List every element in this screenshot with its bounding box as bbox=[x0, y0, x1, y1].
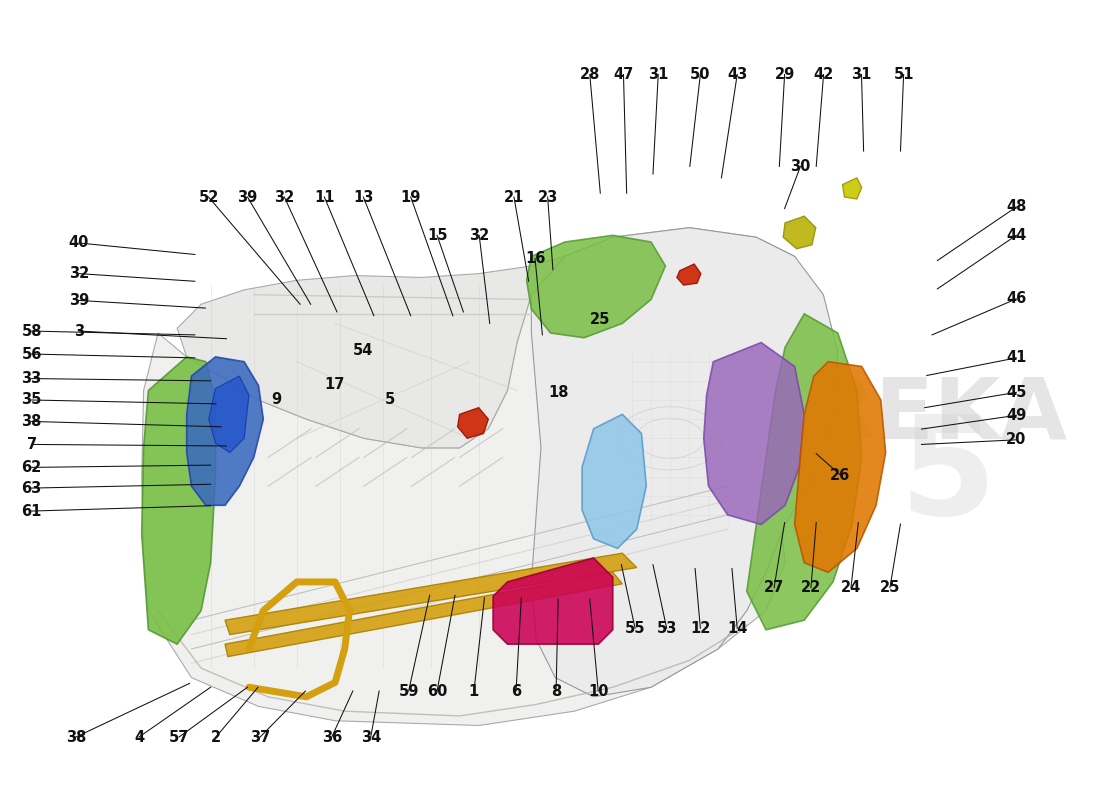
Text: 48: 48 bbox=[1006, 199, 1026, 214]
Text: 57: 57 bbox=[169, 730, 189, 745]
Text: 32: 32 bbox=[274, 190, 295, 205]
Text: 58: 58 bbox=[21, 323, 42, 338]
Text: EUREKA: EUREKA bbox=[681, 374, 1068, 457]
Polygon shape bbox=[582, 414, 647, 549]
Text: 10: 10 bbox=[588, 683, 608, 698]
Text: 2: 2 bbox=[211, 730, 221, 745]
Text: 53: 53 bbox=[657, 621, 676, 636]
Text: 30: 30 bbox=[790, 159, 811, 174]
Text: 28: 28 bbox=[580, 67, 600, 82]
Polygon shape bbox=[458, 408, 488, 438]
Text: 50: 50 bbox=[690, 67, 711, 82]
Text: 54: 54 bbox=[353, 342, 374, 358]
Text: 17: 17 bbox=[324, 377, 345, 392]
Text: 27: 27 bbox=[764, 580, 784, 595]
Text: 7: 7 bbox=[26, 437, 36, 452]
Text: 12: 12 bbox=[690, 621, 711, 636]
Text: 21: 21 bbox=[504, 190, 524, 205]
Polygon shape bbox=[142, 357, 216, 644]
Text: 36: 36 bbox=[321, 730, 342, 745]
Text: 35: 35 bbox=[21, 393, 42, 407]
Polygon shape bbox=[843, 178, 861, 199]
Text: 32: 32 bbox=[69, 266, 89, 281]
Text: 22: 22 bbox=[801, 580, 821, 595]
Text: 44: 44 bbox=[1006, 228, 1026, 243]
Text: 3: 3 bbox=[74, 323, 84, 338]
Text: 31: 31 bbox=[851, 67, 871, 82]
Text: 23: 23 bbox=[538, 190, 558, 205]
Polygon shape bbox=[704, 342, 804, 525]
Text: 5: 5 bbox=[900, 409, 997, 544]
Text: 4: 4 bbox=[134, 730, 144, 745]
Text: 24: 24 bbox=[840, 580, 861, 595]
Polygon shape bbox=[527, 235, 666, 338]
Polygon shape bbox=[226, 553, 637, 634]
Text: 16: 16 bbox=[525, 250, 546, 266]
Text: 60: 60 bbox=[427, 683, 448, 698]
Polygon shape bbox=[531, 228, 838, 697]
Text: 1: 1 bbox=[469, 683, 480, 698]
Text: 51: 51 bbox=[893, 67, 914, 82]
Text: 45: 45 bbox=[1006, 385, 1026, 400]
Text: 49: 49 bbox=[1006, 408, 1026, 423]
Text: 26: 26 bbox=[830, 467, 850, 482]
Text: 32: 32 bbox=[469, 228, 490, 243]
Text: 25: 25 bbox=[590, 312, 610, 327]
Text: 62: 62 bbox=[22, 460, 42, 475]
Text: 39: 39 bbox=[238, 190, 257, 205]
Text: 38: 38 bbox=[66, 730, 86, 745]
Text: 20: 20 bbox=[1006, 432, 1026, 447]
Polygon shape bbox=[226, 572, 623, 657]
Polygon shape bbox=[676, 264, 701, 285]
Text: 52: 52 bbox=[198, 190, 219, 205]
Text: 13: 13 bbox=[353, 190, 374, 205]
Text: 18: 18 bbox=[548, 385, 569, 400]
Polygon shape bbox=[493, 558, 613, 644]
Text: 42: 42 bbox=[814, 67, 834, 82]
Text: 9: 9 bbox=[271, 393, 281, 407]
Text: 5: 5 bbox=[385, 393, 395, 407]
Polygon shape bbox=[142, 228, 804, 726]
Text: 8: 8 bbox=[551, 683, 561, 698]
Text: 55: 55 bbox=[625, 621, 646, 636]
Text: 63: 63 bbox=[22, 481, 42, 495]
Text: 38: 38 bbox=[21, 414, 42, 429]
Text: 41: 41 bbox=[1006, 350, 1026, 366]
Text: 39: 39 bbox=[69, 293, 89, 308]
Text: 29: 29 bbox=[774, 67, 794, 82]
Text: 14: 14 bbox=[727, 621, 747, 636]
Text: 34: 34 bbox=[361, 730, 381, 745]
Polygon shape bbox=[177, 256, 565, 448]
Text: 56: 56 bbox=[21, 346, 42, 362]
Text: 47: 47 bbox=[614, 67, 634, 82]
Text: 46: 46 bbox=[1006, 291, 1026, 306]
Polygon shape bbox=[747, 314, 861, 630]
Text: 31: 31 bbox=[648, 67, 669, 82]
Text: 19: 19 bbox=[400, 190, 421, 205]
Text: 43: 43 bbox=[727, 67, 747, 82]
Text: 40: 40 bbox=[69, 235, 89, 250]
Text: 15: 15 bbox=[427, 228, 448, 243]
Polygon shape bbox=[209, 376, 249, 453]
Polygon shape bbox=[187, 357, 263, 506]
Text: 11: 11 bbox=[315, 190, 334, 205]
Polygon shape bbox=[783, 216, 816, 249]
Text: 6: 6 bbox=[512, 683, 521, 698]
Text: 59: 59 bbox=[398, 683, 419, 698]
Text: 25: 25 bbox=[880, 580, 900, 595]
Text: 37: 37 bbox=[250, 730, 271, 745]
Text: 33: 33 bbox=[22, 371, 42, 386]
Polygon shape bbox=[794, 362, 886, 572]
Text: 61: 61 bbox=[21, 503, 42, 518]
